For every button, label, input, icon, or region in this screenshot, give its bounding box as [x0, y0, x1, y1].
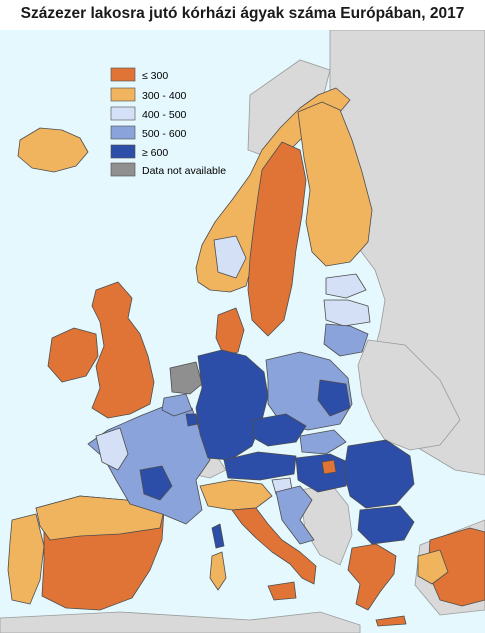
netherlands [169, 361, 203, 395]
france-west [95, 427, 129, 471]
choropleth-map: ≤ 300 300 - 400 400 - 500 500 - 600 ≥ 60… [0, 30, 485, 633]
croatia [275, 485, 315, 545]
legend-item: Data not available [110, 162, 226, 177]
legend: ≤ 300 300 - 400 400 - 500 500 - 600 ≥ 60… [110, 67, 226, 177]
poland-east [317, 379, 351, 417]
bulgaria [357, 505, 415, 545]
italy [231, 507, 317, 585]
latvia [323, 299, 371, 327]
czechia [251, 413, 307, 447]
norway-region-grey [213, 235, 247, 279]
lithuania [323, 323, 369, 357]
legend-label: Data not available [142, 165, 226, 177]
sicily [267, 581, 297, 601]
portugal [7, 513, 45, 605]
legend-item: 500 - 600 [110, 125, 187, 140]
denmark [215, 307, 245, 357]
north-africa [0, 611, 361, 633]
legend-swatch [110, 106, 136, 121]
italy-north [199, 479, 273, 511]
iceland [17, 127, 89, 173]
sweden [247, 141, 307, 337]
romania [343, 439, 415, 509]
spain-north [35, 495, 165, 541]
united-kingdom [91, 281, 155, 419]
east-light-region [417, 549, 449, 585]
finland [297, 101, 373, 267]
legend-label: 500 - 600 [142, 128, 187, 140]
france-center [139, 465, 173, 501]
legend-swatch [110, 144, 136, 159]
non-eu-land [0, 30, 485, 633]
legend-item: 300 - 400 [110, 87, 187, 102]
legend-label: ≥ 600 [142, 147, 168, 159]
crete [375, 615, 407, 627]
map-title: Százezer lakosra jutó kórházi ágyak szám… [20, 5, 465, 22]
sardinia [209, 551, 227, 591]
slovakia [299, 429, 347, 455]
luxembourg [185, 413, 199, 427]
legend-label: 400 - 500 [142, 109, 187, 121]
legend-swatch [110, 125, 136, 140]
legend-swatch [110, 67, 136, 82]
germany [195, 349, 269, 461]
belarus-ukraine-region [357, 339, 461, 451]
austria [223, 451, 297, 481]
legend-swatch [110, 162, 136, 177]
legend-item: 400 - 500 [110, 106, 187, 121]
eu-countries [7, 87, 485, 627]
greece [347, 543, 397, 611]
legend-label: ≤ 300 [142, 70, 168, 82]
hungary-pin [321, 459, 337, 475]
legend-item: ≤ 300 [110, 67, 168, 82]
legend-label: 300 - 400 [142, 90, 187, 102]
map-area: ≤ 300 300 - 400 400 - 500 500 - 600 ≥ 60… [0, 30, 485, 633]
corsica [211, 523, 225, 549]
belgium [161, 393, 193, 417]
legend-swatch [110, 87, 136, 102]
ireland [47, 327, 99, 383]
legend-item: ≥ 600 [110, 144, 168, 159]
estonia [325, 273, 367, 299]
